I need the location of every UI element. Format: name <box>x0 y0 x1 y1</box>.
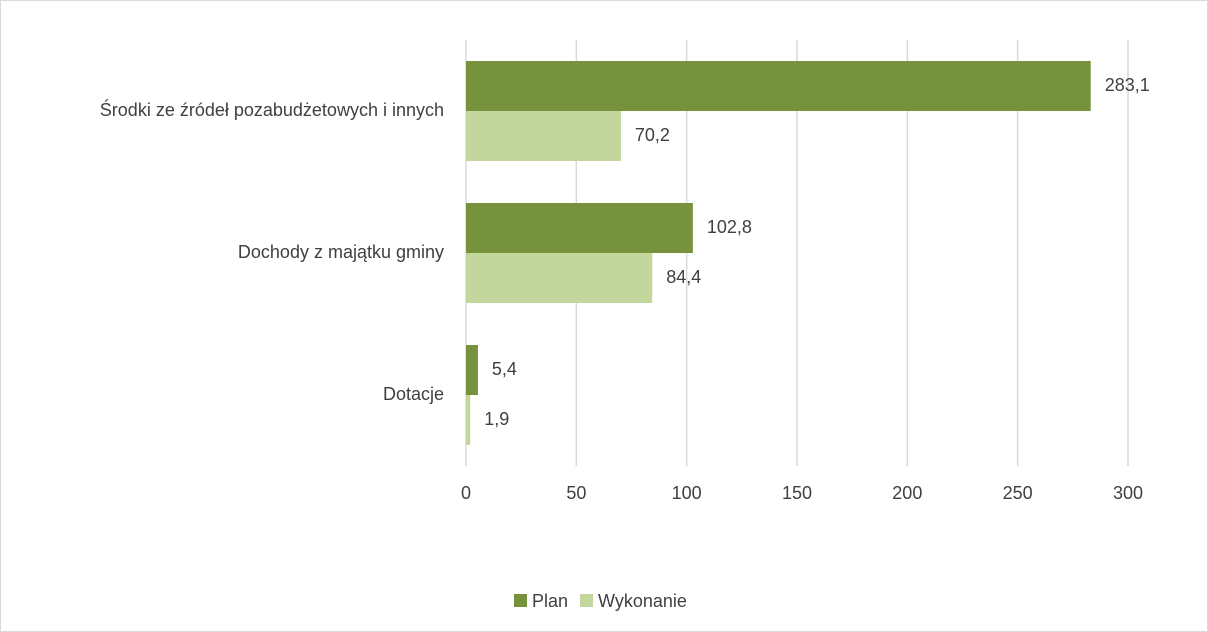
x-tick-label: 300 <box>1113 483 1143 503</box>
data-label: 283,1 <box>1105 75 1150 95</box>
data-label: 84,4 <box>666 267 701 287</box>
data-label: 5,4 <box>492 359 517 379</box>
y-tick-label: Środki ze źródeł pozabudżetowych i innyc… <box>100 99 444 120</box>
y-tick-label: Dotacje <box>383 384 444 404</box>
legend-label: Plan <box>532 591 568 611</box>
bar <box>466 61 1091 111</box>
bar <box>466 345 478 395</box>
bar <box>466 111 621 161</box>
bar <box>466 253 653 303</box>
x-tick-label: 150 <box>782 483 812 503</box>
bar <box>466 395 471 445</box>
y-tick-label: Dochody z majątku gminy <box>238 242 444 262</box>
x-tick-label: 250 <box>1003 483 1033 503</box>
x-tick-label: 100 <box>672 483 702 503</box>
x-tick-label: 200 <box>892 483 922 503</box>
legend-swatch <box>580 594 594 607</box>
legend-label: Wykonanie <box>598 591 687 611</box>
data-label: 1,9 <box>484 409 509 429</box>
legend-swatch <box>514 594 527 607</box>
bar <box>466 203 693 253</box>
data-label: 102,8 <box>707 217 752 237</box>
x-tick-label: 0 <box>461 483 471 503</box>
x-tick-label: 50 <box>566 483 586 503</box>
data-label: 70,2 <box>635 125 670 145</box>
